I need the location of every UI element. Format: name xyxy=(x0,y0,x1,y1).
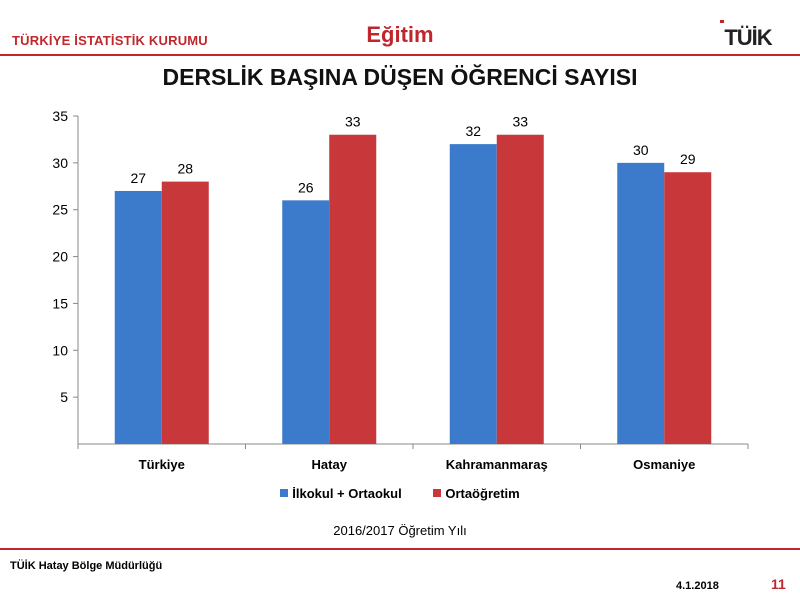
data-label: 30 xyxy=(633,142,649,158)
category-label: Türkiye xyxy=(139,457,185,472)
header-divider xyxy=(0,54,800,56)
chart-legend: İlkokul + Ortaokul Ortaöğretim xyxy=(0,486,800,501)
y-tick-label: 25 xyxy=(52,202,68,218)
tuik-logo: TÜİK xyxy=(720,20,774,48)
legend-item-ortaogretim: Ortaöğretim xyxy=(433,486,520,501)
page-number: 11 xyxy=(771,576,786,592)
bar-ortaogretim xyxy=(496,134,544,444)
legend-swatch-ortaogretim xyxy=(433,489,442,497)
bar-ortaogretim xyxy=(329,134,377,444)
bar-chart: 5 10 15 20 25 30 35 27 28 Türkiye 26 33 Hatay 32 33 Kah… xyxy=(52,108,749,472)
y-tick-label: 10 xyxy=(52,342,68,358)
y-tick-label: 20 xyxy=(52,249,68,265)
data-label: 33 xyxy=(345,114,361,130)
y-tick-label: 30 xyxy=(52,155,68,171)
chart-subtitle: 2016/2017 Öğretim Yılı xyxy=(333,523,467,538)
svg-text:TÜİK: TÜİK xyxy=(724,25,772,48)
legend-item-ilkokul: İlkokul + Ortaokul xyxy=(280,486,402,501)
y-tick-label: 15 xyxy=(52,295,68,311)
category-label: Kahramanmaraş xyxy=(446,457,548,472)
chart-title: DERSLİK BAŞINA DÜŞEN ÖĞRENCİ SAYISI xyxy=(162,64,638,90)
section-title: Eğitim xyxy=(366,22,434,47)
legend-swatch-ilkokul xyxy=(280,489,289,497)
data-label: 29 xyxy=(680,151,696,167)
category-label: Hatay xyxy=(312,457,348,472)
y-tick-label: 35 xyxy=(52,108,68,124)
bar-ilkokul xyxy=(449,144,497,444)
legend-label-ortaogretim: Ortaöğretim xyxy=(445,486,520,501)
legend-label-ilkokul: İlkokul + Ortaokul xyxy=(292,486,402,501)
bar-ilkokul xyxy=(114,190,162,444)
data-label: 28 xyxy=(177,161,193,177)
bar-ilkokul xyxy=(282,200,330,444)
bar-ortaogretim xyxy=(161,181,209,444)
footer-divider xyxy=(0,548,800,550)
bar-ilkokul xyxy=(617,162,665,444)
bar-ortaogretim xyxy=(664,172,712,444)
data-label: 32 xyxy=(465,123,481,139)
footer-date: 4.1.2018 xyxy=(676,580,719,592)
y-tick-label: 5 xyxy=(60,389,68,405)
organization-name: TÜRKİYE İSTATİSTİK KURUMU xyxy=(12,33,208,48)
data-label: 27 xyxy=(130,170,146,186)
category-label: Osmaniye xyxy=(633,457,695,472)
data-label: 33 xyxy=(512,114,528,130)
footer-office: TÜİK Hatay Bölge Müdürlüğü xyxy=(10,560,163,572)
data-label: 26 xyxy=(298,179,314,195)
